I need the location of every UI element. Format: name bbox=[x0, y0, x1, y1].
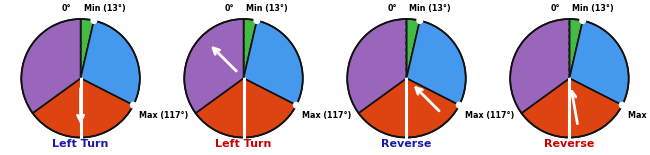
Wedge shape bbox=[569, 19, 583, 78]
Circle shape bbox=[293, 102, 299, 108]
Circle shape bbox=[580, 18, 586, 24]
Text: Max (117°): Max (117°) bbox=[302, 111, 352, 120]
Wedge shape bbox=[196, 78, 296, 137]
Text: Reverse: Reverse bbox=[382, 139, 432, 149]
Wedge shape bbox=[244, 21, 303, 105]
Text: Max (117°): Max (117°) bbox=[628, 111, 650, 120]
Text: Max (117°): Max (117°) bbox=[139, 111, 188, 120]
Wedge shape bbox=[21, 19, 81, 113]
Text: Min (13°): Min (13°) bbox=[410, 4, 451, 13]
Text: Reverse: Reverse bbox=[544, 139, 595, 149]
Text: 0°: 0° bbox=[62, 4, 72, 13]
Wedge shape bbox=[32, 78, 133, 137]
Wedge shape bbox=[521, 78, 622, 137]
Text: Min (13°): Min (13°) bbox=[246, 4, 288, 13]
Text: 0°: 0° bbox=[388, 4, 398, 13]
Wedge shape bbox=[347, 19, 406, 113]
Circle shape bbox=[417, 18, 423, 24]
Circle shape bbox=[254, 18, 260, 24]
Text: Max (117°): Max (117°) bbox=[465, 111, 515, 120]
Wedge shape bbox=[244, 19, 257, 78]
Wedge shape bbox=[406, 21, 466, 105]
Circle shape bbox=[91, 18, 97, 24]
Text: Left Turn: Left Turn bbox=[215, 139, 272, 149]
Wedge shape bbox=[569, 21, 629, 105]
Text: 0°: 0° bbox=[225, 4, 235, 13]
Wedge shape bbox=[406, 19, 420, 78]
Circle shape bbox=[456, 102, 462, 108]
Circle shape bbox=[131, 102, 136, 108]
Wedge shape bbox=[81, 19, 94, 78]
Wedge shape bbox=[510, 19, 569, 113]
Wedge shape bbox=[184, 19, 244, 113]
Wedge shape bbox=[81, 21, 140, 105]
Text: 0°: 0° bbox=[551, 4, 560, 13]
Text: Left Turn: Left Turn bbox=[53, 139, 109, 149]
Wedge shape bbox=[359, 78, 460, 137]
Text: Min (13°): Min (13°) bbox=[573, 4, 614, 13]
Circle shape bbox=[619, 102, 625, 108]
Text: Min (13°): Min (13°) bbox=[84, 4, 125, 13]
